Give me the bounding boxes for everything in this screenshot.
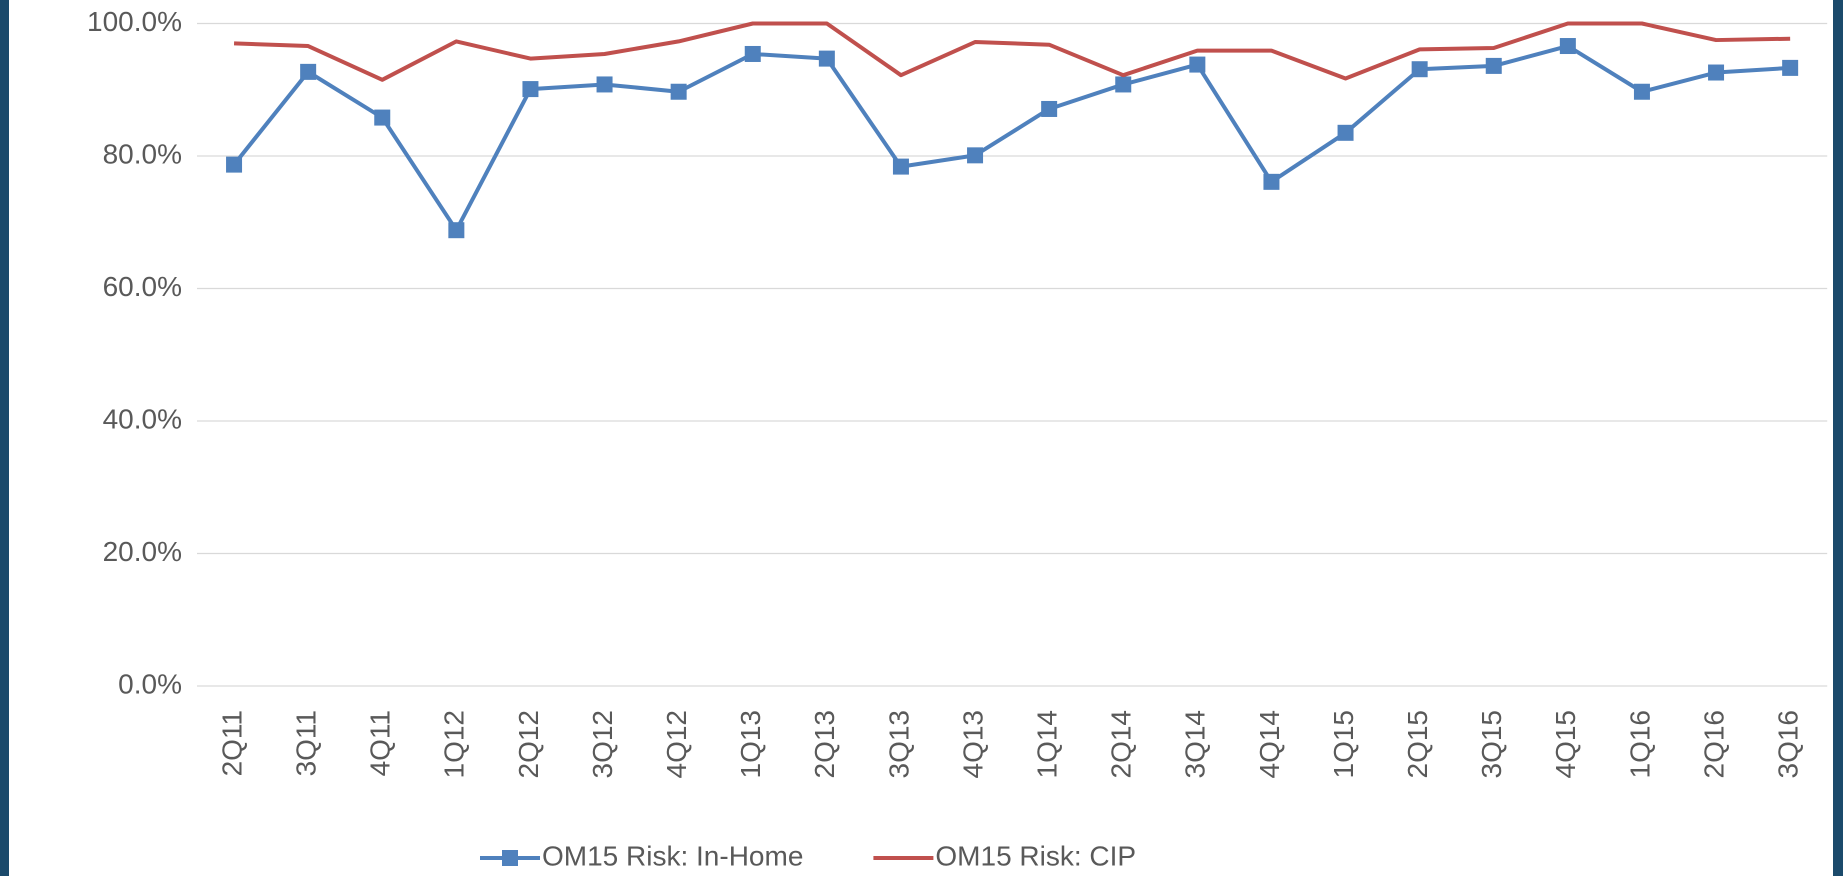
marker xyxy=(1559,38,1576,55)
x-tick-label: 3Q11 xyxy=(291,710,322,776)
x-tick-label: 2Q13 xyxy=(809,710,840,779)
marker xyxy=(1337,124,1354,141)
marker xyxy=(892,158,909,175)
legend-label: OM15 Risk: CIP xyxy=(935,840,1136,871)
marker xyxy=(448,222,465,239)
x-tick-label: 2Q14 xyxy=(1106,710,1137,779)
y-tick-label: 80.0% xyxy=(103,138,182,169)
marker xyxy=(670,83,687,100)
marker xyxy=(1189,56,1206,73)
legend-label: OM15 Risk: In-Home xyxy=(542,840,803,871)
y-tick-label: 100.0% xyxy=(87,6,182,37)
x-tick-label: 1Q12 xyxy=(439,710,470,779)
marker xyxy=(1708,64,1725,81)
x-tick-label: 2Q15 xyxy=(1402,710,1433,779)
series-line xyxy=(232,44,1791,233)
marker xyxy=(300,63,317,80)
x-tick-label: 3Q12 xyxy=(587,710,618,779)
marker xyxy=(374,109,391,126)
marker xyxy=(1633,83,1650,100)
marker xyxy=(744,45,761,62)
marker xyxy=(818,50,835,67)
x-tick-label: 2Q11 xyxy=(216,710,247,776)
chart-background xyxy=(9,0,1833,876)
marker xyxy=(522,81,539,98)
x-tick-label: 4Q15 xyxy=(1550,710,1581,779)
y-tick-label: 40.0% xyxy=(103,403,182,434)
x-tick-label: 2Q16 xyxy=(1698,710,1729,779)
y-tick-label: 60.0% xyxy=(103,271,182,302)
y-tick-label: 20.0% xyxy=(103,536,182,567)
marker xyxy=(1041,100,1058,117)
marker xyxy=(1115,76,1132,93)
x-tick-label: 1Q16 xyxy=(1624,710,1655,779)
x-tick-label: 1Q15 xyxy=(1328,710,1359,779)
marker xyxy=(1263,173,1280,190)
x-tick-label: 1Q14 xyxy=(1032,710,1063,779)
y-tick-label: 0.0% xyxy=(118,668,182,699)
marker xyxy=(967,147,984,164)
x-tick-label: 3Q13 xyxy=(883,710,914,779)
marker xyxy=(596,76,613,93)
marker xyxy=(1485,57,1502,74)
legend-marker xyxy=(502,850,518,866)
x-tick-label: 4Q14 xyxy=(1254,710,1285,779)
x-tick-label: 4Q13 xyxy=(957,710,988,779)
x-tick-label: 2Q12 xyxy=(513,710,544,779)
x-tick-label: 3Q15 xyxy=(1476,710,1507,779)
x-tick-label: 4Q12 xyxy=(661,710,692,779)
x-tick-label: 3Q14 xyxy=(1180,710,1211,779)
series-line xyxy=(233,21,1791,82)
marker xyxy=(1782,59,1799,76)
x-tick-label: 3Q16 xyxy=(1773,710,1804,779)
x-tick-label: 4Q11 xyxy=(365,710,396,776)
x-tick-label: 1Q13 xyxy=(735,710,766,779)
marker xyxy=(226,156,243,173)
marker xyxy=(1411,61,1428,78)
